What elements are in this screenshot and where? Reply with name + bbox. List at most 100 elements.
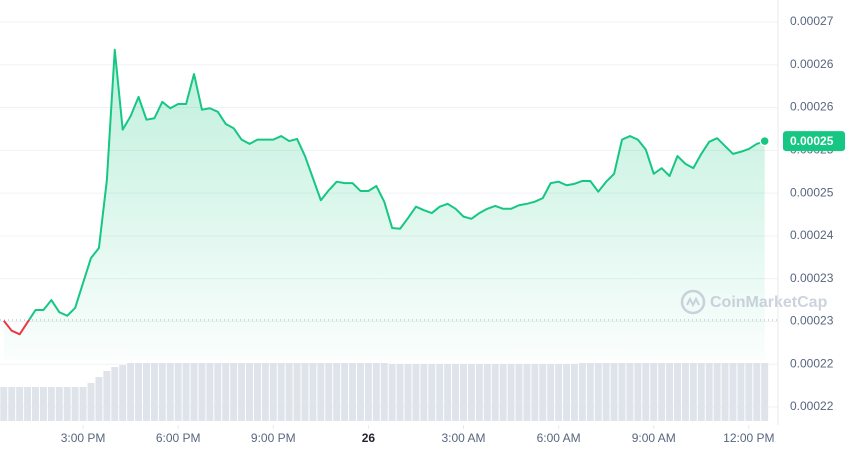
volume-bar bbox=[158, 363, 166, 421]
volume-bar bbox=[452, 364, 460, 421]
volume-bar bbox=[388, 364, 396, 421]
volume-bar bbox=[555, 364, 563, 421]
volume-bar bbox=[761, 363, 769, 421]
volume-bar bbox=[269, 363, 277, 421]
volume-bar bbox=[586, 363, 594, 421]
volume-bar bbox=[491, 364, 499, 421]
volume-bar bbox=[436, 364, 444, 421]
y-tick-label: 0.00027 bbox=[790, 14, 834, 28]
volume-bar bbox=[293, 363, 301, 421]
last-point bbox=[759, 135, 770, 147]
volume-bar bbox=[420, 364, 428, 421]
volume-bar bbox=[301, 363, 309, 421]
volume-bar bbox=[246, 363, 253, 421]
watermark-text: CoinMarketCap bbox=[710, 294, 828, 311]
volume-bar bbox=[63, 387, 71, 421]
volume-bar bbox=[515, 364, 523, 421]
volume-bar bbox=[119, 365, 127, 421]
volume-bar bbox=[571, 364, 578, 421]
volume-bar bbox=[658, 363, 666, 421]
volume-bar bbox=[166, 363, 174, 421]
volume-bar bbox=[372, 363, 380, 421]
volume-bar bbox=[103, 371, 111, 421]
x-tick-label: 6:00 PM bbox=[156, 431, 201, 445]
volume-bar bbox=[16, 387, 24, 421]
volume-bar bbox=[364, 363, 372, 421]
volume-bar bbox=[333, 363, 341, 421]
volume-bar bbox=[697, 363, 705, 421]
volume-bar bbox=[650, 363, 658, 421]
volume-bar bbox=[87, 383, 95, 421]
volume-bar bbox=[499, 364, 507, 421]
volume-bar bbox=[467, 364, 475, 421]
price-badge bbox=[783, 131, 845, 152]
volume-bar bbox=[745, 363, 753, 421]
volume-bar bbox=[642, 363, 650, 421]
volume-bar bbox=[412, 364, 420, 421]
y-tick-label: 0.00023 bbox=[790, 314, 834, 328]
volume-bar bbox=[222, 363, 230, 421]
y-tick-label: 0.00025 bbox=[790, 185, 834, 199]
volume-bar bbox=[634, 363, 642, 421]
volume-bar bbox=[626, 363, 634, 421]
volume-bar bbox=[111, 367, 119, 421]
x-tick-label: 12:00 PM bbox=[723, 431, 774, 445]
volume-bar bbox=[729, 363, 737, 421]
y-tick-label: 0.00022 bbox=[790, 399, 834, 413]
volume-bar bbox=[475, 364, 483, 421]
volume-bar bbox=[594, 363, 602, 421]
volume-bar bbox=[135, 363, 143, 421]
volume-bar bbox=[483, 364, 491, 421]
volume-bar bbox=[230, 363, 238, 421]
volume-bar bbox=[563, 364, 571, 421]
volume-bar bbox=[523, 364, 531, 421]
volume-bar bbox=[190, 363, 198, 421]
volume-bar bbox=[721, 363, 729, 421]
volume-bar bbox=[753, 363, 761, 421]
volume-bar bbox=[713, 363, 721, 421]
x-tick-label: 3:00 PM bbox=[61, 431, 106, 445]
volume-bar bbox=[349, 363, 357, 421]
volume-bar bbox=[8, 387, 16, 421]
x-tick-label: 9:00 AM bbox=[632, 431, 676, 445]
volume-bar bbox=[71, 387, 79, 421]
volume-bar bbox=[198, 363, 206, 421]
volume-bar bbox=[681, 363, 689, 421]
volume-bar bbox=[539, 364, 547, 421]
x-tick-label: 6:00 AM bbox=[537, 431, 581, 445]
x-tick-label: 3:00 AM bbox=[441, 431, 485, 445]
volume-bar bbox=[460, 364, 467, 421]
volume-bar bbox=[127, 363, 135, 421]
volume-bar bbox=[705, 363, 713, 421]
volume-bar bbox=[143, 363, 150, 421]
x-tick-label: 9:00 PM bbox=[251, 431, 296, 445]
volume-bar bbox=[428, 364, 436, 421]
volume-bar bbox=[610, 363, 618, 421]
volume-bar bbox=[174, 363, 182, 421]
volume-bar bbox=[618, 363, 626, 421]
price-line bbox=[3, 48, 766, 336]
volume-bar bbox=[396, 364, 404, 421]
volume-bar bbox=[380, 363, 388, 421]
volume-bar bbox=[444, 364, 452, 421]
volume-bar bbox=[357, 363, 364, 421]
volume-bar bbox=[150, 363, 158, 421]
volume-bar bbox=[341, 363, 349, 421]
volume-bar bbox=[47, 387, 55, 421]
volume-bar bbox=[689, 363, 697, 421]
volume-bar bbox=[531, 364, 539, 421]
volume-bar bbox=[95, 377, 103, 421]
volume-bar bbox=[674, 363, 681, 421]
volume-bar bbox=[507, 364, 515, 421]
volume-bar bbox=[602, 363, 610, 421]
volume-bar bbox=[0, 387, 8, 421]
y-tick-label: 0.00026 bbox=[790, 57, 834, 71]
volume-bar bbox=[737, 363, 745, 421]
volume-bar bbox=[404, 364, 412, 421]
volume-bar bbox=[32, 387, 39, 421]
volume-bar bbox=[214, 363, 222, 421]
volume-bar bbox=[325, 363, 333, 421]
volume-bar bbox=[55, 387, 63, 421]
